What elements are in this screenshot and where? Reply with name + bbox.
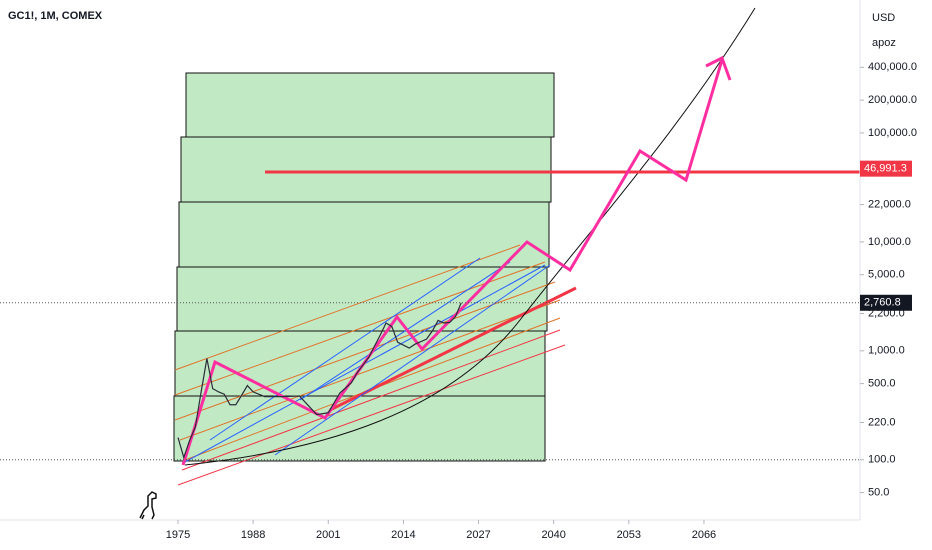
y-tick-label: 400,000.0 xyxy=(868,61,917,73)
y-tick-label: 10,000.0 xyxy=(868,236,911,248)
level-label: 46,991.3 xyxy=(864,163,907,175)
curve xyxy=(184,7,756,466)
y-tick-label: 1,000.0 xyxy=(868,345,905,357)
x-tick-label: 2027 xyxy=(466,529,490,541)
channel-line xyxy=(179,299,561,441)
channel-line xyxy=(209,257,481,441)
box xyxy=(185,72,555,138)
chart-title: GC1!, 1M, COMEX xyxy=(8,10,103,22)
zigzag xyxy=(181,59,724,466)
x-tick-label: 2066 xyxy=(692,529,716,541)
drawings xyxy=(139,7,860,520)
y-tick-label: 220.0 xyxy=(868,416,896,428)
channel-line xyxy=(181,329,561,471)
channel-line xyxy=(299,261,511,401)
x-tick-label: 2014 xyxy=(391,529,415,541)
level-box xyxy=(860,160,912,177)
channel-line xyxy=(177,344,566,486)
x-tick-label: 1975 xyxy=(166,529,190,541)
y-tick-label: 22,000.0 xyxy=(868,198,911,210)
user: apoz xyxy=(872,37,896,49)
x-tick-label: 1988 xyxy=(241,529,265,541)
last-price-box xyxy=(860,294,912,311)
price-line xyxy=(177,302,462,460)
x-tick-label: 2053 xyxy=(617,529,641,541)
x-tick-label: 2001 xyxy=(316,529,340,541)
channel-line xyxy=(274,264,551,456)
channel-line xyxy=(174,244,521,371)
arrow-head xyxy=(705,55,732,81)
y-tick-label: 200,000.0 xyxy=(868,94,917,106)
y-tick-label: 100,000.0 xyxy=(868,127,917,139)
y-tick-label: 500.0 xyxy=(868,378,896,390)
trend-line xyxy=(329,286,577,412)
box xyxy=(178,201,550,268)
box xyxy=(174,330,546,397)
logo xyxy=(139,491,157,520)
box xyxy=(180,136,552,203)
currency[interactable]: USD xyxy=(872,12,895,24)
x-tick-label: 2040 xyxy=(541,529,565,541)
y-tick-label: 100.0 xyxy=(868,454,896,466)
y-tick-label: 50.0 xyxy=(868,486,889,498)
last-price-label: 2,760.8 xyxy=(864,297,901,309)
y-tick-label: 5,000.0 xyxy=(868,269,905,281)
